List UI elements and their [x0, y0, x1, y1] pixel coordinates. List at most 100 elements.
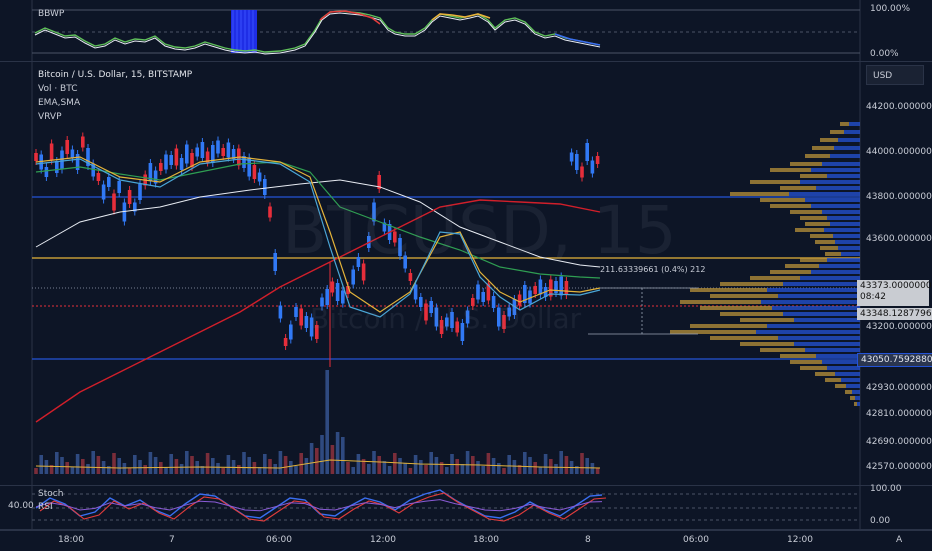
vrvp-bar-blue	[855, 396, 860, 400]
candle-body	[221, 148, 225, 156]
volume-bar	[460, 464, 465, 474]
stoch-label[interactable]: Stoch	[38, 489, 64, 499]
price-plot[interactable]	[0, 62, 932, 486]
candle-body	[195, 147, 199, 157]
vrvp-bar-blue	[833, 234, 860, 238]
auto-scale-toggle[interactable]: A	[896, 535, 903, 545]
stoch-left-value: 40.00	[8, 501, 34, 511]
volume-bar	[325, 370, 329, 474]
time-axis[interactable]: 18:00 7 06:00 12:00 18:00 8 06:00 12:00 …	[0, 530, 932, 551]
vrvp-bar-blue	[838, 246, 860, 250]
volume-bar	[127, 468, 132, 474]
bbwp-pane: BBWP 100.00% 0.00%	[0, 0, 932, 62]
candle-body	[491, 296, 496, 308]
candle-body	[393, 231, 397, 243]
volume-bar	[91, 451, 95, 474]
vrvp-bar-gold	[760, 198, 805, 202]
vrvp-bar-gold	[720, 312, 783, 316]
vrvp-bar-blue	[830, 154, 860, 158]
volume-bar	[273, 464, 277, 474]
vrvp-bar-gold	[740, 342, 794, 346]
volume-bar	[237, 465, 241, 474]
volume-bar	[60, 457, 64, 474]
candle-body	[289, 324, 293, 340]
volume-bar	[393, 453, 397, 474]
vrvp-bar-gold	[710, 336, 778, 340]
measure-label: 211.63339661 (0.4%) 212	[600, 265, 706, 274]
volume-bar	[257, 467, 262, 474]
candle-body	[101, 184, 106, 200]
volume-bar	[481, 466, 485, 474]
vrvp-bar-gold	[845, 390, 852, 394]
volume-bar	[268, 459, 272, 474]
volume-bar	[528, 457, 532, 474]
volume-bar	[330, 445, 335, 474]
candle-body	[398, 238, 402, 256]
vrvp-bar-blue	[827, 366, 860, 370]
vrvp-bar-gold	[730, 192, 789, 196]
candle-body	[309, 317, 314, 337]
volume-bar	[216, 463, 220, 474]
candle-body	[429, 301, 433, 313]
vrvp-bar-gold	[840, 122, 849, 126]
volume-bar	[247, 457, 251, 474]
vrvp-bar-gold	[785, 264, 819, 268]
candle-body	[226, 142, 231, 158]
volume-bar	[153, 457, 158, 474]
volume-bar	[107, 466, 111, 474]
chart-title[interactable]: Bitcoin / U.S. Dollar, 15, BITSTAMP	[38, 70, 193, 80]
ema-blue	[35, 158, 601, 318]
vrvp-bar-blue	[767, 288, 860, 292]
volume-bar	[356, 454, 361, 474]
vrvp-bar-gold	[790, 162, 822, 166]
rsi-label[interactable]: RSI	[38, 502, 53, 512]
volume-bar	[211, 458, 215, 474]
price-pane[interactable]: BTCUSD, 15 Bitcoin / U.S. Dollar Bitcoin…	[0, 62, 932, 486]
vrvp-bar-blue	[783, 282, 860, 286]
volume-bar	[179, 464, 184, 474]
vrvp-bar-gold	[850, 396, 855, 400]
volume-bar	[424, 465, 428, 474]
candle-body	[320, 297, 324, 307]
vrvp-bar-blue	[827, 258, 860, 262]
vrvp-bar-blue	[805, 348, 860, 352]
volume-bar	[419, 460, 423, 474]
candle-body	[517, 294, 522, 306]
vrvp-bar-blue	[827, 216, 860, 220]
volume-bar	[294, 466, 298, 474]
vrvp-bar-gold	[800, 174, 827, 178]
vrvp-bar-gold	[760, 348, 805, 352]
volume-bar	[502, 468, 506, 474]
vrvp-bar-blue	[846, 384, 860, 388]
candle-body	[476, 284, 480, 300]
vrvp-bar-gold	[780, 354, 816, 358]
candle-body	[460, 323, 465, 341]
last-price: 43373.00000000	[860, 281, 932, 291]
candle-body	[549, 279, 553, 297]
indicator-vrvp[interactable]: VRVP	[38, 112, 62, 122]
candle-body	[533, 286, 537, 294]
indicator-ema-sma[interactable]: EMA,SMA	[38, 98, 81, 108]
candle-body	[257, 172, 262, 182]
volume-bar	[372, 451, 376, 474]
vrvp-bar-blue	[772, 306, 860, 310]
volume-bar	[580, 453, 584, 474]
currency-label: USD	[873, 71, 893, 81]
indicator-volume[interactable]: Vol · BTC	[38, 84, 78, 94]
candle-body	[200, 142, 205, 158]
candle-body	[283, 338, 288, 346]
candle-body	[164, 154, 168, 170]
currency-button[interactable]: USD	[866, 65, 924, 85]
vrvp-bar-gold	[680, 300, 761, 304]
volume-bar	[413, 455, 418, 474]
volume-bar	[289, 461, 293, 474]
candle-body	[372, 202, 376, 222]
volume-bar	[517, 465, 522, 474]
volume-bar	[523, 452, 527, 474]
candle-body	[439, 320, 444, 334]
volume-bar	[554, 464, 558, 474]
volume-bar	[190, 456, 194, 474]
candle-body	[65, 140, 69, 154]
vrvp-bar-gold	[740, 318, 794, 322]
vrvp-bar-gold	[750, 180, 800, 184]
